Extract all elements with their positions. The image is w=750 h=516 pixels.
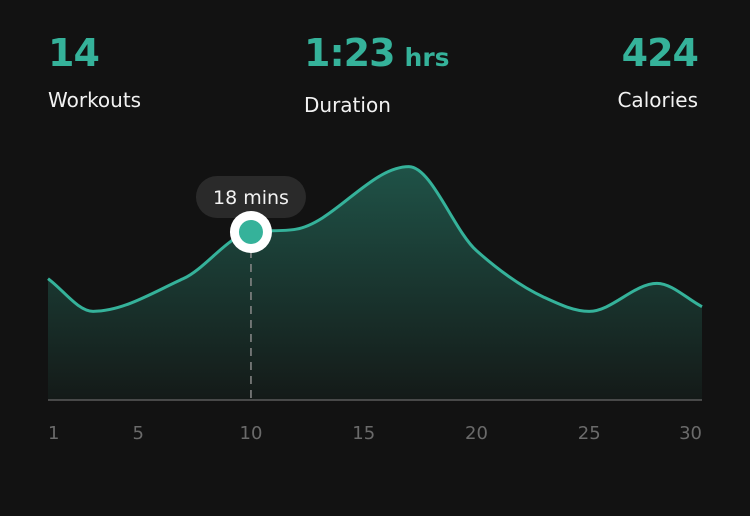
x-axis-ticks: 1 5 10 15 20 25 30: [48, 423, 702, 444]
calories-value: 424: [621, 31, 699, 75]
x-tick-label: 25: [578, 423, 601, 444]
workouts-value: 14: [48, 31, 100, 75]
x-tick-label: 20: [465, 423, 488, 444]
x-tick-label: 10: [240, 423, 263, 444]
workouts-label: Workouts: [48, 88, 142, 112]
calories-label: Calories: [617, 88, 698, 112]
x-tick-label: 15: [352, 423, 375, 444]
duration-label: Duration: [304, 93, 391, 117]
tooltip-bubble: [195, 176, 306, 218]
area-fill: [48, 166, 702, 400]
series-line: [47, 165, 703, 313]
tooltip: 18 mins: [195, 176, 306, 226]
stat-workouts: 14 Workouts: [48, 30, 141, 112]
x-tick-label: 30: [679, 423, 702, 444]
duration-unit: hrs: [404, 43, 450, 72]
duration-value-row: 1:23 hrs: [304, 30, 450, 81]
x-tick-label: 5: [132, 423, 143, 444]
tooltip-text: 18 mins: [213, 187, 289, 209]
duration-value: 1:23: [304, 31, 396, 75]
stat-duration: 1:23 hrs Duration: [304, 30, 450, 117]
selected-point[interactable]: [238, 220, 263, 244]
x-tick-label: 1: [48, 423, 59, 444]
stat-calories: 424 Calories: [617, 30, 699, 112]
